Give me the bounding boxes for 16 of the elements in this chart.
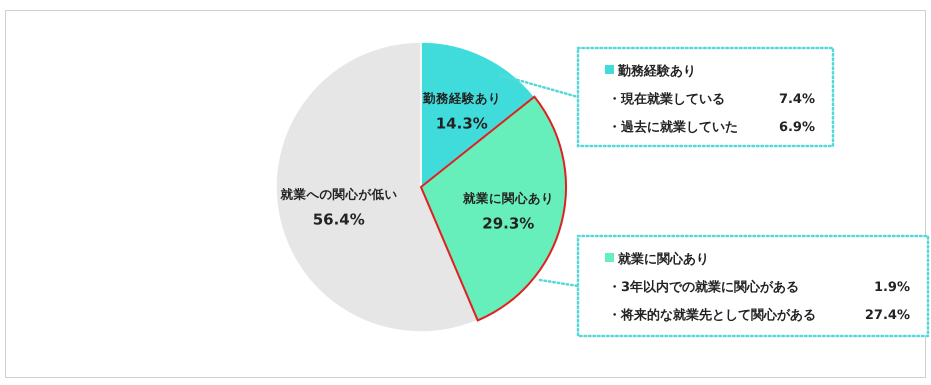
data-label: 29.3% <box>482 214 534 232</box>
data-label: 56.4% <box>312 210 365 228</box>
slice-name: 就業への関心が低い <box>280 186 398 202</box>
label: 7.4% <box>778 92 815 107</box>
slice-name: 勤務経験あり <box>422 90 501 106</box>
label: 1.9% <box>874 280 910 295</box>
label: 就業に関心あり <box>618 252 709 267</box>
data-label: 14.3% <box>436 114 488 133</box>
label: 勤務経験あり <box>618 64 696 79</box>
slice-name: 就業に関心あり <box>462 190 554 206</box>
label: ・過去に就業していた <box>608 120 738 135</box>
label: 6.9% <box>778 120 815 135</box>
label: ・現在就業している <box>608 92 725 107</box>
label: ・将来的な就業先として関心がある <box>608 308 816 323</box>
label: 27.4% <box>864 308 910 323</box>
label: ・3年以内での就業に関心がある <box>608 280 800 295</box>
